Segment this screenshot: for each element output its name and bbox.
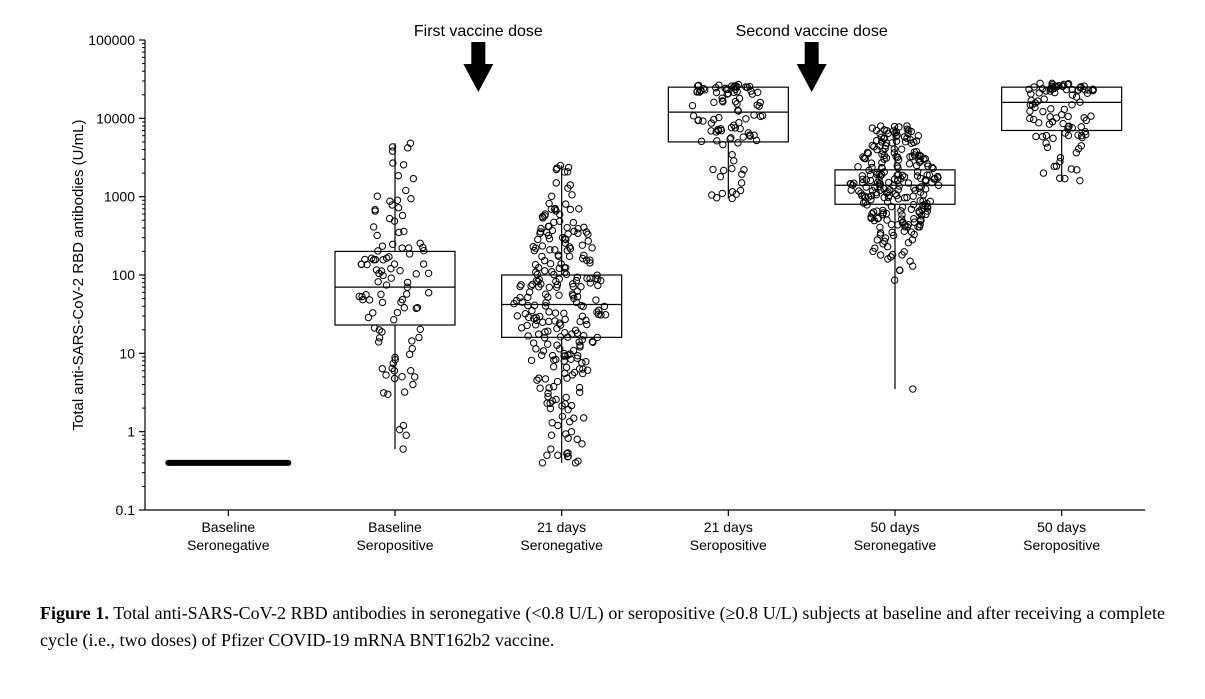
chart-svg: 0.1 1 10 100 1000 10000 100000 Total anti-SARS-…: [60, 20, 1160, 580]
svg-text:0.1: 0.1: [116, 502, 136, 518]
svg-text:21 days: 21 days: [537, 519, 586, 535]
svg-text:100000: 100000: [88, 32, 135, 48]
caption-text: Total anti-SARS-CoV-2 RBD antibodies in …: [40, 603, 1165, 650]
svg-text:100: 100: [112, 267, 136, 283]
svg-text:1000: 1000: [104, 189, 135, 205]
svg-text:50 days: 50 days: [1037, 519, 1086, 535]
figure-container: 0.1 1 10 100 1000 10000 100000 Total anti-SARS-…: [20, 20, 1185, 654]
svg-text:21 days: 21 days: [704, 519, 753, 535]
svg-text:50 days: 50 days: [870, 519, 919, 535]
svg-text:Seropositive: Seropositive: [356, 537, 433, 553]
svg-text:Baseline: Baseline: [201, 519, 255, 535]
svg-text:Seronegative: Seronegative: [187, 537, 270, 553]
svg-text:Seropositive: Seropositive: [690, 537, 767, 553]
svg-text:1: 1: [127, 424, 135, 440]
svg-text:Baseline: Baseline: [368, 519, 422, 535]
svg-text:Second vaccine dose: Second vaccine dose: [736, 23, 888, 40]
svg-text:First vaccine dose: First vaccine dose: [414, 23, 543, 40]
svg-text:Seronegative: Seronegative: [854, 537, 937, 553]
svg-text:10000: 10000: [96, 110, 135, 126]
svg-text:10: 10: [119, 345, 135, 361]
svg-text:Total anti-SARS-CoV-2 RBD anti: Total anti-SARS-CoV-2 RBD antibodies (U/…: [70, 120, 87, 431]
svg-text:Seropositive: Seropositive: [1023, 537, 1100, 553]
svg-text:Seronegative: Seronegative: [520, 537, 603, 553]
figure-caption: Figure 1. Total anti-SARS-CoV-2 RBD anti…: [20, 600, 1185, 654]
chart-area: 0.1 1 10 100 1000 10000 100000 Total anti-SARS-…: [60, 20, 1160, 580]
caption-label: Figure 1.: [40, 603, 109, 623]
